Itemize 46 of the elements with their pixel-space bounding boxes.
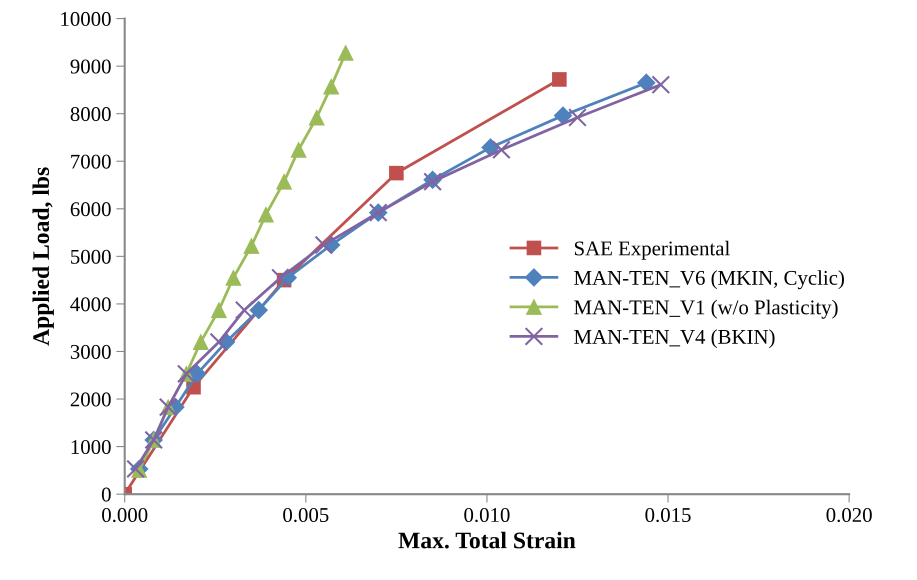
point bbox=[323, 78, 340, 95]
legend-label: MAN-TEN_V6 (MKIN, Cyclic) bbox=[574, 270, 844, 290]
point bbox=[271, 268, 290, 288]
y-axis-title: Applied Load, lbs bbox=[32, 167, 54, 346]
legend-label: SAE Experimental bbox=[574, 240, 730, 260]
y-tick-label: 6000 bbox=[70, 202, 111, 216]
point bbox=[568, 108, 587, 127]
y-tick-label: 2000 bbox=[70, 392, 111, 406]
y-tick-label: 9000 bbox=[70, 59, 111, 74]
y-tick-label: 1000 bbox=[72, 440, 111, 454]
y-tick-label: 4000 bbox=[70, 297, 111, 312]
x-tick-label: 0.015 bbox=[645, 508, 691, 522]
point bbox=[314, 236, 334, 254]
point bbox=[290, 142, 307, 158]
point bbox=[552, 72, 567, 87]
y-tick-label: 3000 bbox=[70, 344, 111, 359]
y-tick-label: 5000 bbox=[71, 250, 111, 264]
legend-label: MAN-TEN_V4 (BKIN) bbox=[574, 329, 775, 348]
point bbox=[188, 364, 206, 384]
point bbox=[338, 44, 354, 61]
point bbox=[126, 460, 145, 478]
point bbox=[276, 174, 292, 190]
y-tick-label: 0 bbox=[102, 488, 111, 502]
point bbox=[308, 109, 325, 126]
point bbox=[244, 238, 260, 254]
x-axis-title: Max. Total Strain bbox=[398, 532, 576, 549]
point bbox=[234, 300, 254, 320]
y-tick-label: 8000 bbox=[70, 107, 111, 122]
point bbox=[210, 332, 228, 352]
point bbox=[554, 106, 572, 125]
legend-label: MAN-TEN_V1 (w/o Plasticity) bbox=[574, 300, 838, 319]
point bbox=[637, 74, 656, 92]
point bbox=[210, 302, 227, 318]
x-tick-label: 0.000 bbox=[102, 508, 148, 522]
point bbox=[225, 270, 242, 286]
x-tick-label: 0.010 bbox=[464, 508, 510, 522]
point bbox=[651, 75, 670, 94]
point bbox=[492, 140, 511, 160]
y-tick-label: 7000 bbox=[71, 154, 111, 169]
x-tick-label: 0.020 bbox=[826, 508, 872, 522]
point bbox=[389, 166, 404, 180]
y-tick-label: 10000 bbox=[61, 12, 111, 26]
point bbox=[192, 334, 209, 350]
x-tick-label: 0.005 bbox=[283, 508, 328, 522]
point bbox=[250, 300, 268, 320]
point bbox=[258, 206, 274, 222]
